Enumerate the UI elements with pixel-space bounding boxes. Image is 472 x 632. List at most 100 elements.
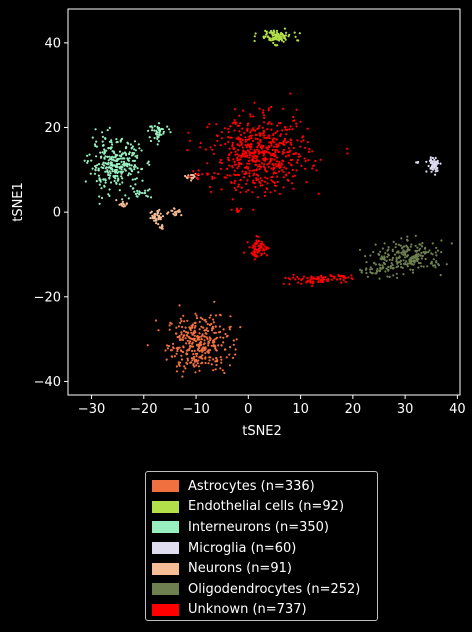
data-point [116,171,119,175]
data-point [252,244,255,247]
data-point [252,115,255,118]
data-point [374,263,377,266]
data-point [199,344,202,347]
data-point [340,281,343,284]
data-point [258,132,261,135]
data-point [283,166,286,169]
data-point [229,346,232,349]
data-point [413,261,416,264]
data-point [261,146,264,149]
data-point [127,197,130,200]
data-point [311,284,314,287]
data-point [284,276,287,279]
data-point [255,168,258,171]
data-point [271,140,274,143]
data-point [383,242,386,245]
data-point [156,137,159,140]
data-point [194,339,198,343]
data-point [238,144,241,147]
x-tick-label: −20 [130,402,157,417]
data-point [420,251,423,255]
data-point [201,333,204,336]
data-point [100,166,103,169]
data-point [181,336,184,339]
data-point [262,111,265,114]
legend-label-neurons: Neurons (n=91) [188,561,292,577]
data-point [440,239,443,242]
data-point [417,261,420,265]
data-point [264,159,267,162]
data-point [435,260,438,263]
data-point [227,140,230,144]
data-point [365,261,368,264]
data-point [154,319,158,322]
data-point [254,154,257,157]
data-point [283,143,286,147]
data-point [321,280,325,284]
data-point [243,172,246,175]
data-point [134,192,137,196]
data-point [208,359,211,362]
data-point [280,169,284,172]
data-point [233,129,236,132]
data-point [371,268,374,271]
data-point [282,186,285,189]
data-point [207,362,210,365]
data-point [391,267,395,270]
data-point [196,362,199,365]
data-point [315,278,318,281]
data-point [192,357,195,360]
data-point [254,150,257,153]
data-point [417,257,420,261]
data-point [192,174,195,177]
data-point [222,341,225,344]
x-tick-label: −30 [78,402,105,417]
data-point [270,105,273,109]
data-point [133,140,137,143]
data-point [276,156,279,159]
data-point [115,181,118,184]
data-point [300,278,303,282]
data-point [360,269,363,272]
data-point [283,148,286,151]
data-point [437,162,440,165]
data-point [271,153,274,156]
data-point [153,125,156,128]
data-point [436,166,439,170]
data-point [282,170,285,174]
data-point [228,164,231,167]
data-point [231,166,234,169]
data-point [252,252,256,255]
data-point [293,31,296,34]
data-point [98,177,101,180]
data-point [404,251,407,255]
data-point [172,212,175,216]
data-point [171,342,175,345]
data-point [232,339,235,342]
data-point [149,217,152,220]
data-point [164,349,167,352]
data-point [91,167,94,170]
data-point [186,319,189,322]
data-point [401,246,404,249]
data-point [189,361,192,364]
data-point [212,345,215,348]
data-point [248,135,251,138]
data-point [125,164,128,167]
data-point [158,131,161,134]
data-point [95,155,98,158]
data-point [161,128,164,131]
data-point [434,251,437,254]
data-point [309,278,312,282]
data-point [295,169,298,172]
data-point [232,147,235,151]
data-point [156,131,159,134]
data-point [254,157,258,160]
data-point [201,354,204,357]
data-point [197,359,200,362]
data-point [215,363,218,367]
data-point [259,184,262,187]
data-point [138,190,141,193]
data-point [203,335,206,338]
data-point [122,203,125,206]
